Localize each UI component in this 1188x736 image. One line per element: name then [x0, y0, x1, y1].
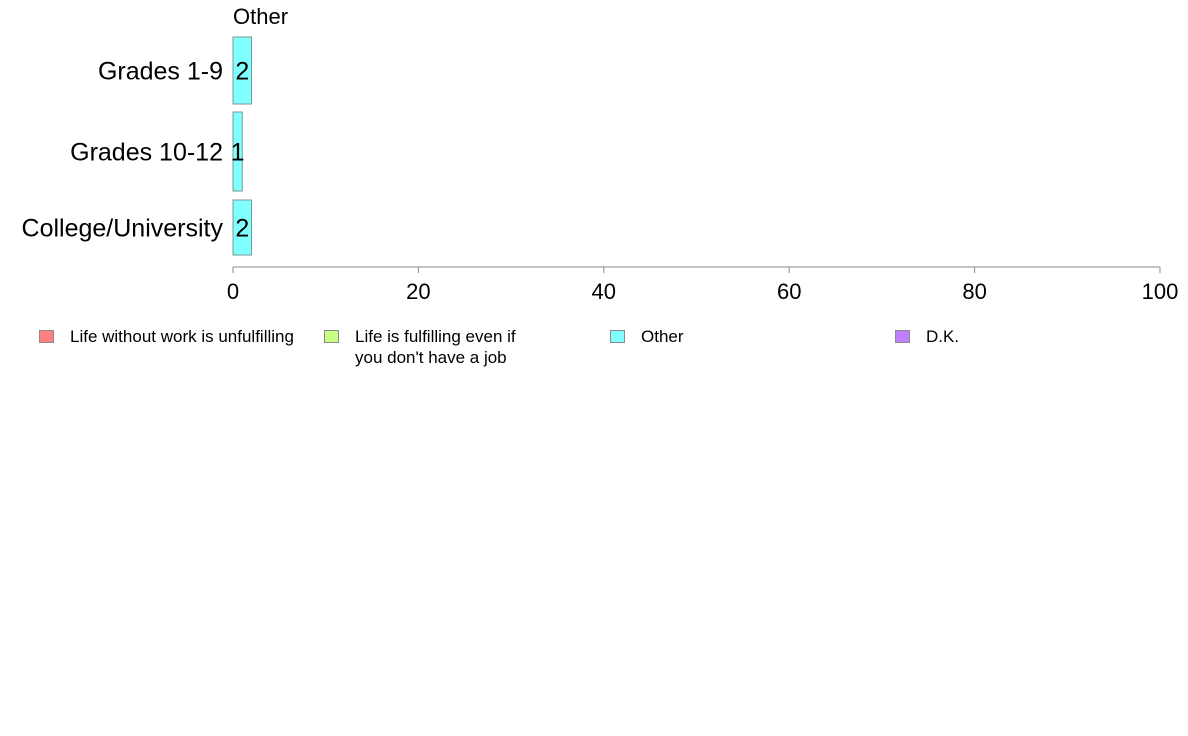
legend: Life without work is unfulfilling Life i…: [0, 318, 1188, 368]
bar: [232, 36, 253, 105]
legend-item-other: Other: [610, 318, 684, 347]
x-tick-label: 80: [962, 279, 986, 304]
bars-group: Grades 1-9 2 Grades 10-12 1 College/Universi…: [22, 36, 253, 256]
category-label: Grades 10-12: [70, 139, 223, 167]
x-tick-label: 100: [1142, 279, 1179, 304]
chart-title: Other: [233, 4, 288, 29]
legend-label: D.K.: [926, 327, 960, 346]
bar-chart: Other Grades 1-9 2 Grades 10-12 1 College/Un…: [22, 4, 1179, 304]
legend-swatch: [895, 330, 910, 343]
bar: [232, 111, 243, 192]
legend-label: Life without work is unfulfilling: [70, 327, 294, 346]
legend-item-dk: D.K.: [895, 318, 959, 347]
legend-label: Life is fulfilling even if you don't hav…: [355, 327, 516, 367]
x-tick-label: 40: [592, 279, 616, 304]
legend-label: Other: [641, 327, 684, 346]
x-tick-label: 20: [406, 279, 430, 304]
legend-swatch: [39, 330, 54, 343]
legend-item-life-without-work: Life without work is unfulfilling: [39, 318, 294, 347]
data-label: 2: [235, 215, 249, 243]
legend-item-life-is-fulfilling: Life is fulfilling even if you don't hav…: [324, 318, 516, 368]
data-label: 1: [231, 139, 245, 167]
category-label: Grades 1-9: [98, 58, 223, 86]
category-label: College/University: [22, 215, 224, 243]
x-tick-label: 0: [227, 279, 239, 304]
legend-swatch: [324, 330, 339, 343]
data-label: 2: [235, 58, 249, 86]
x-tick-label: 60: [777, 279, 801, 304]
x-axis: 0 20 40 60 80 100: [227, 266, 1179, 304]
legend-swatch: [610, 330, 625, 343]
bar: [232, 199, 253, 256]
